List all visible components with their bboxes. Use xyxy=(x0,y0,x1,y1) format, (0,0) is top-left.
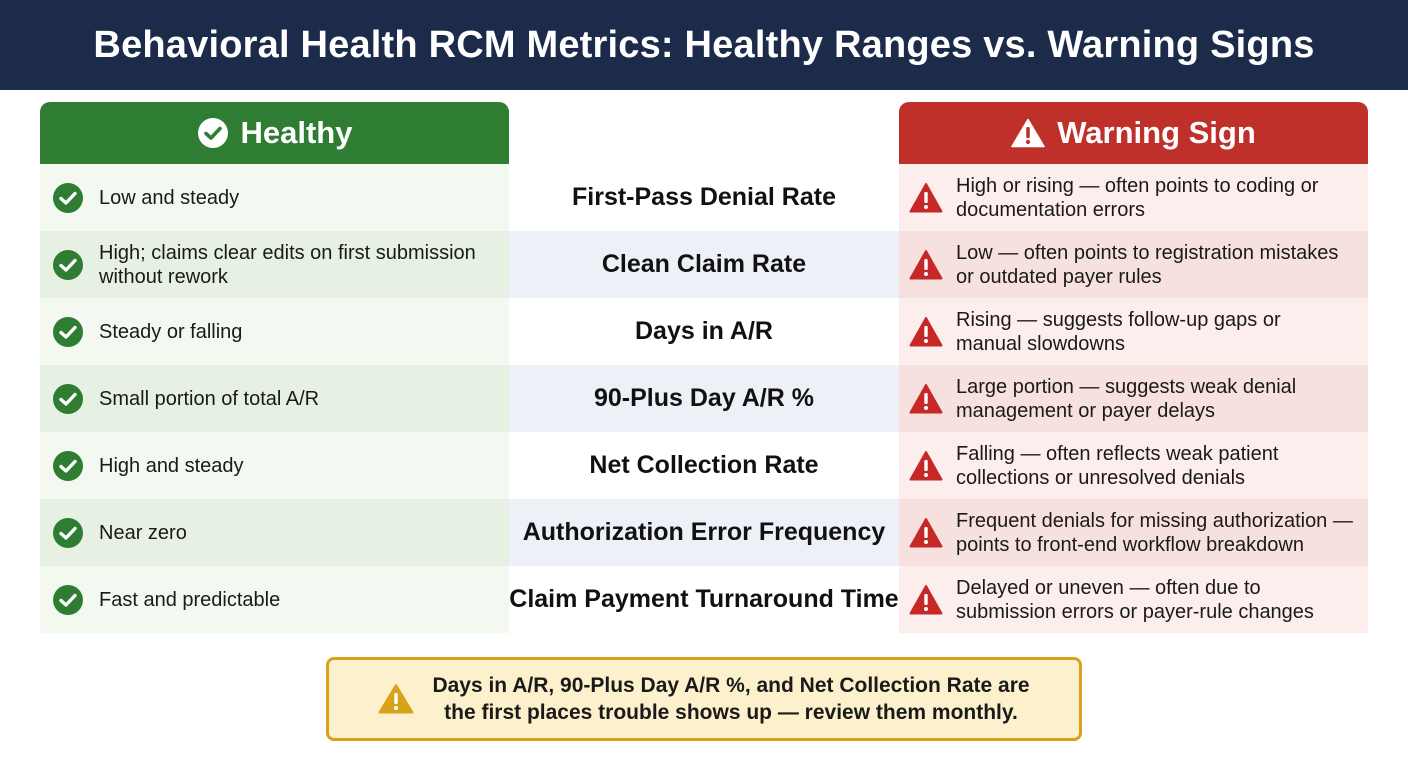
title-banner: Behavioral Health RCM Metrics: Healthy R… xyxy=(0,0,1408,90)
healthy-column-header: Healthy xyxy=(40,102,509,164)
check-circle-icon xyxy=(52,383,84,415)
check-circle-icon xyxy=(52,249,84,281)
healthy-text: Steady or falling xyxy=(99,320,243,343)
check-circle-icon xyxy=(52,517,84,549)
table-row: Low and steady First-Pass Denial Rate Hi… xyxy=(40,164,1368,231)
metric-name: Net Collection Rate xyxy=(509,432,899,499)
warning-column-header: Warning Sign xyxy=(899,102,1368,164)
warning-text: Low — often points to registration mista… xyxy=(956,241,1339,288)
warning-text: Falling — often reflects weak patient col… xyxy=(956,442,1279,489)
healthy-text: High and steady xyxy=(99,454,244,477)
healthy-cell: Near zero xyxy=(40,499,509,566)
healthy-cell: High; claims clear edits on first submis… xyxy=(40,231,509,298)
warning-cell: Falling — often reflects weak patient col… xyxy=(899,432,1368,499)
check-circle-icon xyxy=(52,584,84,616)
check-circle-icon xyxy=(52,450,84,482)
warning-triangle-icon xyxy=(909,450,943,482)
healthy-text: Fast and predictable xyxy=(99,588,281,611)
warning-cell: Delayed or uneven — often due to submissi… xyxy=(899,566,1368,633)
table-row: Near zero Authorization Error Frequency … xyxy=(40,499,1368,566)
warning-cell: High or rising — often points to coding … xyxy=(899,164,1368,231)
healthy-cell: Fast and predictable xyxy=(40,566,509,633)
metric-name: Claim Payment Turnaround Time xyxy=(509,566,899,633)
warning-text: Delayed or uneven — often due to submissi… xyxy=(956,576,1314,623)
warning-triangle-icon xyxy=(909,584,943,616)
metrics-table: Low and steady First-Pass Denial Rate Hi… xyxy=(40,164,1368,633)
warning-triangle-icon xyxy=(909,316,943,348)
metric-name: First-Pass Denial Rate xyxy=(509,164,899,231)
healthy-cell: High and steady xyxy=(40,432,509,499)
check-circle-icon xyxy=(52,316,84,348)
table-row: High; claims clear edits on first submis… xyxy=(40,231,1368,298)
metric-name: Days in A/R xyxy=(509,298,899,365)
warning-text: Rising — suggests follow-up gaps or manua… xyxy=(956,308,1281,355)
table-row: Small portion of total A/R 90-Plus Day A… xyxy=(40,365,1368,432)
check-circle-icon xyxy=(52,182,84,214)
warning-triangle-icon xyxy=(909,249,943,281)
warning-text: High or rising — often points to coding … xyxy=(956,174,1319,221)
healthy-text: Small portion of total A/R xyxy=(99,387,320,410)
warning-triangle-icon xyxy=(909,383,943,415)
table-row: Steady or falling Days in A/R Rising — s… xyxy=(40,298,1368,365)
warning-triangle-icon xyxy=(1011,118,1045,148)
page-title: Behavioral Health RCM Metrics: Healthy R… xyxy=(93,23,1315,66)
healthy-text: Near zero xyxy=(99,521,187,544)
warning-triangle-icon xyxy=(909,182,943,214)
check-circle-icon xyxy=(197,117,229,149)
warning-triangle-icon xyxy=(378,683,414,715)
table-row: Fast and predictable Claim Payment Turna… xyxy=(40,566,1368,633)
warning-cell: Large portion — suggests weak denial mana… xyxy=(899,365,1368,432)
warning-text: Frequent denials for missing authorizati… xyxy=(956,509,1353,556)
warning-cell: Low — often points to registration mista… xyxy=(899,231,1368,298)
metric-name: 90-Plus Day A/R % xyxy=(509,365,899,432)
callout-text: Days in A/R, 90-Plus Day A/R %, and Net … xyxy=(432,674,1030,724)
healthy-text: Low and steady xyxy=(99,186,240,209)
warning-text: Large portion — suggests weak denial mana… xyxy=(956,375,1297,422)
healthy-cell: Small portion of total A/R xyxy=(40,365,509,432)
warning-column-label: Warning Sign xyxy=(1057,115,1256,150)
table-row: High and steady Net Collection Rate Fall… xyxy=(40,432,1368,499)
healthy-text: High; claims clear edits on first submis… xyxy=(99,241,476,288)
warning-cell: Frequent denials for missing authorizati… xyxy=(899,499,1368,566)
monthly-review-callout: Days in A/R, 90-Plus Day A/R %, and Net … xyxy=(326,657,1082,741)
metric-name: Clean Claim Rate xyxy=(509,231,899,298)
healthy-cell: Low and steady xyxy=(40,164,509,231)
warning-cell: Rising — suggests follow-up gaps or manua… xyxy=(899,298,1368,365)
healthy-cell: Steady or falling xyxy=(40,298,509,365)
healthy-column-label: Healthy xyxy=(240,115,353,150)
warning-triangle-icon xyxy=(909,517,943,549)
metric-name: Authorization Error Frequency xyxy=(509,499,899,566)
